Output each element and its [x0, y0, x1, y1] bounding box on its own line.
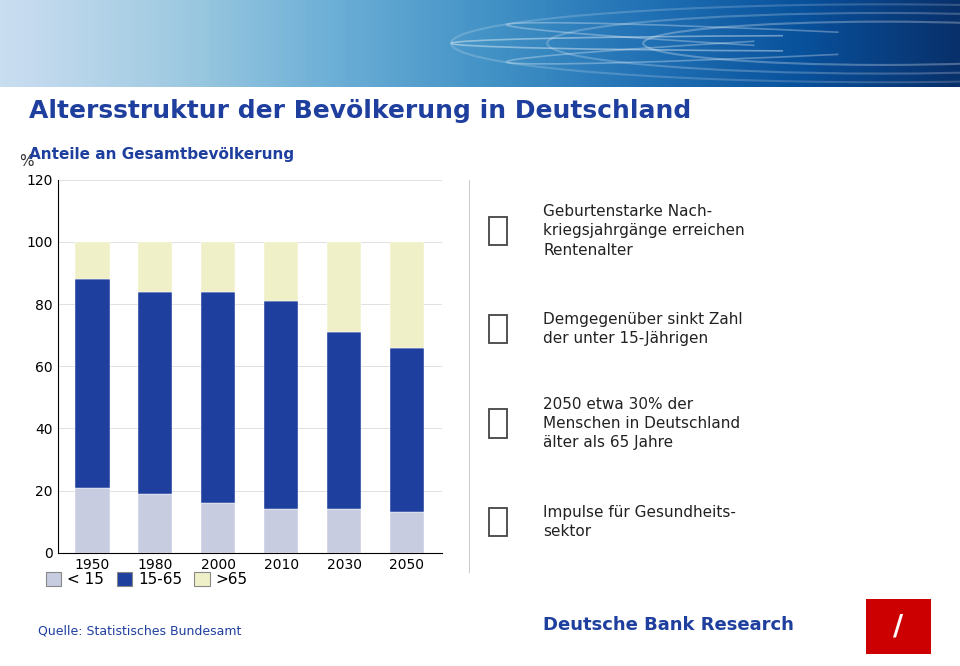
- Text: Impulse für Gesundheits-
sektor: Impulse für Gesundheits- sektor: [543, 505, 736, 539]
- FancyBboxPatch shape: [489, 507, 507, 536]
- Bar: [264, 509, 299, 553]
- Text: Geburtenstarke Nach-
kriegsjahrgänge erreichen
Rentenalter: Geburtenstarke Nach- kriegsjahrgänge err…: [543, 204, 745, 258]
- Bar: [138, 292, 173, 494]
- FancyBboxPatch shape: [866, 599, 931, 654]
- Legend: < 15, 15-65, >65: < 15, 15-65, >65: [46, 572, 248, 587]
- Bar: [75, 242, 109, 279]
- Bar: [138, 242, 173, 292]
- Text: Demgegenüber sinkt Zahl
der unter 15-Jährigen: Demgegenüber sinkt Zahl der unter 15-Jäh…: [543, 312, 743, 346]
- Bar: [326, 332, 361, 509]
- Text: Altersstruktur der Bevölkerung in Deutschland: Altersstruktur der Bevölkerung in Deutsc…: [29, 99, 691, 123]
- Bar: [138, 494, 173, 553]
- Text: Anteile an Gesamtbevölkerung: Anteile an Gesamtbevölkerung: [29, 147, 294, 162]
- Bar: [201, 242, 235, 292]
- Text: 2050 etwa 30% der
Menschen in Deutschland
älter als 65 Jahre: 2050 etwa 30% der Menschen in Deutschlan…: [543, 397, 740, 450]
- FancyBboxPatch shape: [489, 315, 507, 343]
- Bar: [75, 488, 109, 553]
- Text: Deutsche Bank Research: Deutsche Bank Research: [542, 615, 793, 634]
- Bar: [201, 292, 235, 503]
- Bar: [326, 242, 361, 332]
- Bar: [264, 301, 299, 509]
- Bar: [201, 503, 235, 553]
- FancyBboxPatch shape: [489, 216, 507, 245]
- FancyBboxPatch shape: [489, 410, 507, 438]
- Text: Quelle: Statistisches Bundesamt: Quelle: Statistisches Bundesamt: [38, 625, 242, 638]
- Text: /: /: [894, 612, 903, 640]
- Bar: [326, 509, 361, 553]
- Bar: [75, 279, 109, 488]
- Bar: [264, 242, 299, 301]
- Bar: [390, 242, 424, 348]
- Bar: [390, 512, 424, 553]
- Text: %: %: [19, 154, 34, 168]
- Bar: [390, 348, 424, 512]
